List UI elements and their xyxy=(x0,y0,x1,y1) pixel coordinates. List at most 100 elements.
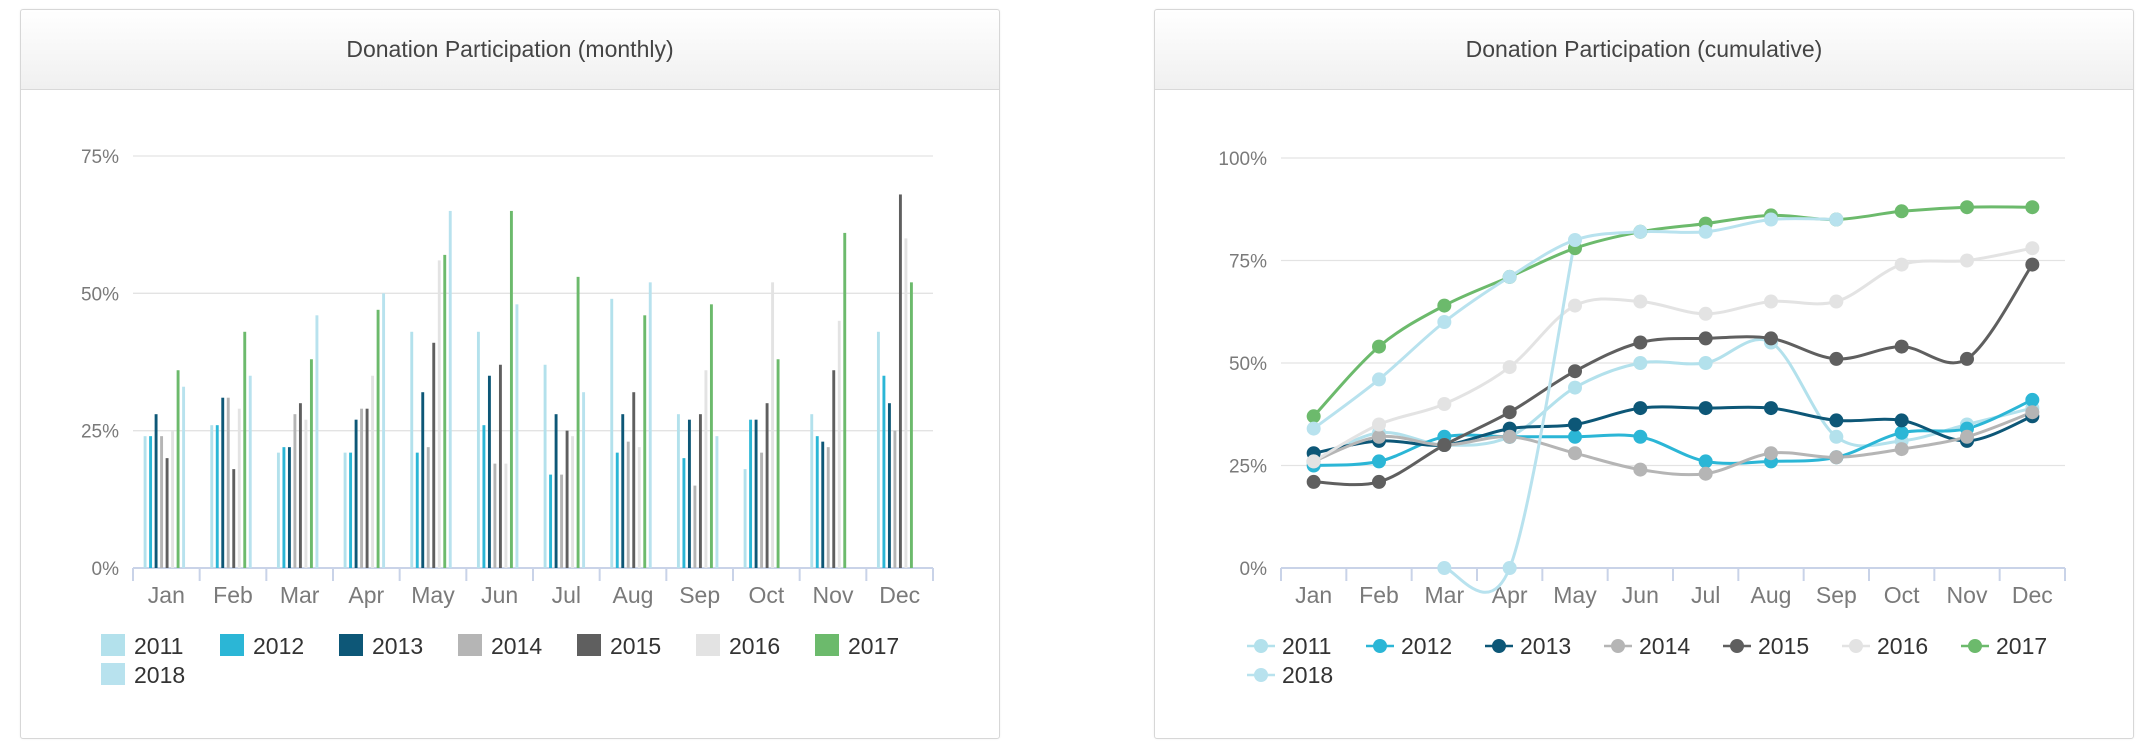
bar-2012-may[interactable] xyxy=(415,452,419,568)
point-2018-feb[interactable] xyxy=(1372,372,1386,387)
bar-2013-dec[interactable] xyxy=(887,403,891,568)
legend-item-2012[interactable]: 2012 xyxy=(1366,633,1452,659)
point-2015-mar[interactable] xyxy=(1437,438,1452,452)
point-2016-jan[interactable] xyxy=(1306,454,1321,469)
point-2015-feb[interactable] xyxy=(1372,474,1386,489)
point-2015-oct[interactable] xyxy=(1894,339,1909,354)
point-2017-jan[interactable] xyxy=(1306,409,1321,424)
bar-2014-nov[interactable] xyxy=(826,447,830,568)
point-2016-jul[interactable] xyxy=(1698,306,1713,321)
legend-item-2011[interactable]: 2011 xyxy=(1247,633,1331,659)
bar-2018-sep[interactable] xyxy=(715,436,719,568)
point-2016-apr[interactable] xyxy=(1502,360,1517,375)
point-2014-jun[interactable] xyxy=(1633,462,1648,477)
bar-2016-sep[interactable] xyxy=(704,370,708,568)
point-2012-feb[interactable] xyxy=(1372,454,1386,469)
bar-2011-jan[interactable] xyxy=(143,436,147,568)
point-2013-aug[interactable] xyxy=(1764,401,1778,416)
legend-item-2012[interactable]: 2012 xyxy=(220,633,304,659)
bar-2011-feb[interactable] xyxy=(210,425,214,568)
bar-2015-jul[interactable] xyxy=(565,430,569,568)
bar-2018-mar[interactable] xyxy=(315,315,319,568)
bar-2012-jun[interactable] xyxy=(482,425,486,568)
bar-2013-feb[interactable] xyxy=(221,397,225,568)
point-2018-aug[interactable] xyxy=(1764,212,1778,227)
bar-2018-may[interactable] xyxy=(448,210,452,568)
legend-item-2013[interactable]: 2013 xyxy=(339,633,423,659)
bar-2013-aug[interactable] xyxy=(621,414,625,568)
bar-2013-nov[interactable] xyxy=(821,441,825,568)
bar-2014-jun[interactable] xyxy=(493,463,497,568)
bar-2018-jan[interactable] xyxy=(182,386,186,568)
legend-item-2013[interactable]: 2013 xyxy=(1485,633,1571,659)
bar-2012-sep[interactable] xyxy=(682,458,686,568)
bar-2012-feb[interactable] xyxy=(215,425,219,568)
legend-item-2015[interactable]: 2015 xyxy=(577,633,661,659)
point-2015-jun[interactable] xyxy=(1633,335,1648,350)
bar-2018-jun[interactable] xyxy=(515,304,519,568)
legend-item-2017[interactable]: 2017 xyxy=(1961,633,2047,659)
point-2014-apr[interactable] xyxy=(1502,429,1517,444)
bar-2017-feb[interactable] xyxy=(243,331,247,568)
point-2014-feb[interactable] xyxy=(1372,429,1386,444)
bar-2012-jan[interactable] xyxy=(149,436,153,568)
point-2016-dec[interactable] xyxy=(2025,241,2040,256)
bar-2017-jan[interactable] xyxy=(176,370,180,568)
point-2018-apr[interactable] xyxy=(1502,561,1517,575)
bar-2017-nov[interactable] xyxy=(843,232,847,568)
bar-2011-may[interactable] xyxy=(410,331,414,568)
point-2012-jun[interactable] xyxy=(1633,429,1648,444)
bar-2013-sep[interactable] xyxy=(687,419,691,568)
bar-2017-aug[interactable] xyxy=(643,315,647,568)
point-2016-sep[interactable] xyxy=(1829,294,1844,309)
bar-2011-nov[interactable] xyxy=(810,414,814,568)
bar-2015-oct[interactable] xyxy=(765,403,769,568)
bar-2016-feb[interactable] xyxy=(237,408,241,568)
point-2018-mar[interactable] xyxy=(1437,315,1452,329)
bar-2014-sep[interactable] xyxy=(693,485,697,568)
legend-item-2014[interactable]: 2014 xyxy=(458,633,542,659)
bar-2014-aug[interactable] xyxy=(626,441,630,568)
point-2017-oct[interactable] xyxy=(1894,204,1909,219)
bar-2018-apr[interactable] xyxy=(382,293,386,568)
point-2018-mar[interactable] xyxy=(1437,561,1452,575)
point-2012-dec[interactable] xyxy=(2025,392,2040,407)
point-2011-jun[interactable] xyxy=(1633,356,1648,370)
bar-2017-dec[interactable] xyxy=(909,282,913,568)
point-2016-oct[interactable] xyxy=(1894,257,1909,272)
point-2016-feb[interactable] xyxy=(1372,417,1386,432)
bar-2016-nov[interactable] xyxy=(837,320,841,568)
bar-2015-jan[interactable] xyxy=(165,458,169,568)
point-2015-nov[interactable] xyxy=(1960,351,1974,366)
point-2016-mar[interactable] xyxy=(1437,397,1452,411)
bar-2011-dec[interactable] xyxy=(876,331,880,568)
point-2015-aug[interactable] xyxy=(1764,331,1778,346)
point-2018-apr[interactable] xyxy=(1502,269,1517,284)
point-2015-jul[interactable] xyxy=(1698,331,1713,346)
bar-2014-jul[interactable] xyxy=(560,474,564,568)
bar-2012-jul[interactable] xyxy=(549,474,553,568)
bar-2014-may[interactable] xyxy=(426,447,430,568)
bar-2016-mar[interactable] xyxy=(304,419,308,568)
bar-2011-apr[interactable] xyxy=(343,452,347,568)
bar-2015-mar[interactable] xyxy=(298,403,302,568)
point-2016-may[interactable] xyxy=(1568,298,1582,313)
legend-item-2018[interactable]: 2018 xyxy=(101,662,185,688)
line-series-2017[interactable] xyxy=(1312,205,2033,418)
point-2013-jun[interactable] xyxy=(1633,401,1648,416)
point-2017-nov[interactable] xyxy=(1960,200,1974,215)
line-series-2012[interactable] xyxy=(1313,398,2033,467)
point-2013-jul[interactable] xyxy=(1698,401,1713,416)
bar-2016-oct[interactable] xyxy=(771,282,775,568)
bar-2012-mar[interactable] xyxy=(282,447,286,568)
legend-item-2018[interactable]: 2018 xyxy=(1247,662,1333,688)
point-2013-oct[interactable] xyxy=(1894,413,1909,428)
point-2018-jul[interactable] xyxy=(1698,224,1713,239)
bar-2013-jul[interactable] xyxy=(554,414,558,568)
point-2012-jul[interactable] xyxy=(1698,454,1713,469)
bar-2013-oct[interactable] xyxy=(754,419,758,568)
point-2012-oct[interactable] xyxy=(1894,425,1909,440)
point-2014-nov[interactable] xyxy=(1960,429,1974,444)
bar-2012-oct[interactable] xyxy=(749,419,753,568)
bar-2014-mar[interactable] xyxy=(293,414,297,568)
